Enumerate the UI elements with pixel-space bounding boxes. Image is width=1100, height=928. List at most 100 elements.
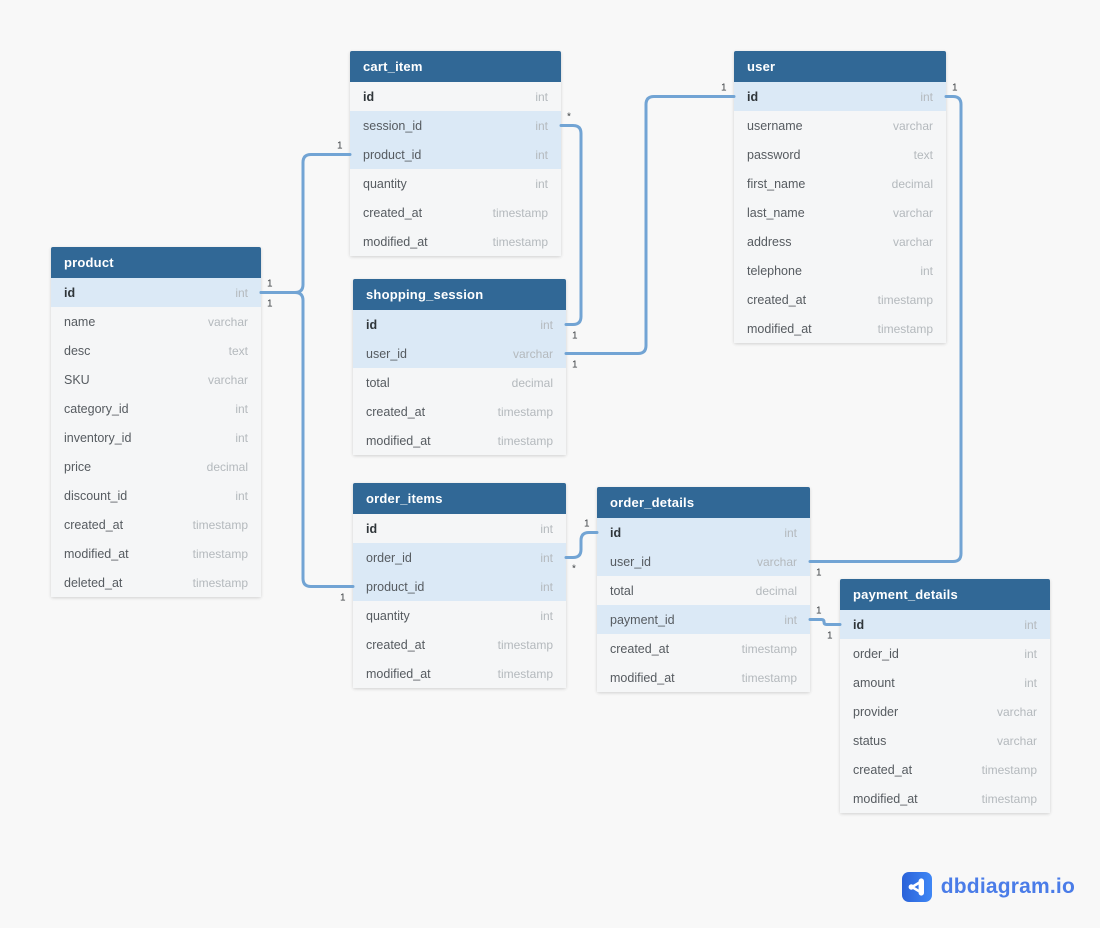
dbdiagram-logo[interactable]: dbdiagram.io: [901, 872, 1075, 902]
field-row-order_details-created_at[interactable]: created_at timestamp: [597, 634, 810, 663]
cardinality-label: *: [572, 564, 576, 575]
field-row-order_items-created_at[interactable]: created_at timestamp: [353, 630, 566, 659]
field-row-shopping_session-id[interactable]: id int: [353, 310, 566, 339]
field-type: int: [235, 430, 248, 445]
field-row-payment_details-created_at[interactable]: created_at timestamp: [840, 755, 1050, 784]
field-name: price: [64, 459, 92, 474]
field-name: total: [610, 583, 634, 598]
field-row-order_items-quantity[interactable]: quantity int: [353, 601, 566, 630]
field-name: first_name: [747, 176, 806, 191]
field-type: text: [228, 343, 248, 358]
table-user[interactable]: user id int username varchar password text firs…: [734, 51, 946, 343]
field-name: id: [366, 521, 378, 536]
field-type: int: [784, 612, 797, 627]
field-type: timestamp: [497, 433, 553, 448]
field-row-order_details-total[interactable]: total decimal: [597, 576, 810, 605]
field-row-user-created_at[interactable]: created_at timestamp: [734, 285, 946, 314]
field-row-product-price[interactable]: price decimal: [51, 452, 261, 481]
field-name: last_name: [747, 205, 805, 220]
field-row-order_items-modified_at[interactable]: modified_at timestamp: [353, 659, 566, 688]
field-row-product-category_id[interactable]: category_id int: [51, 394, 261, 423]
field-row-payment_details-amount[interactable]: amount int: [840, 668, 1050, 697]
field-type: int: [1024, 675, 1037, 690]
field-row-user-modified_at[interactable]: modified_at timestamp: [734, 314, 946, 343]
field-row-product-desc[interactable]: desc text: [51, 336, 261, 365]
field-row-product-modified_at[interactable]: modified_at timestamp: [51, 539, 261, 568]
field-row-product-created_at[interactable]: created_at timestamp: [51, 510, 261, 539]
field-row-cart_item-created_at[interactable]: created_at timestamp: [350, 198, 561, 227]
field-row-product-discount_id[interactable]: discount_id int: [51, 481, 261, 510]
field-row-cart_item-session_id[interactable]: session_id int: [350, 111, 561, 140]
field-type: varchar: [512, 346, 553, 361]
table-cart_item[interactable]: cart_item id int session_id int product_id int…: [350, 51, 561, 256]
relationship-line-order_details-payment_details: [808, 618, 842, 626]
field-row-order_details-payment_id[interactable]: payment_id int: [597, 605, 810, 634]
field-type: timestamp: [192, 575, 248, 590]
table-header-shopping_session[interactable]: shopping_session: [353, 279, 566, 310]
field-row-product-SKU[interactable]: SKU varchar: [51, 365, 261, 394]
field-row-order_items-product_id[interactable]: product_id int: [353, 572, 566, 601]
field-type: timestamp: [877, 321, 933, 336]
field-row-payment_details-id[interactable]: id int: [840, 610, 1050, 639]
dbdiagram-logo-icon: [901, 872, 932, 902]
field-row-user-first_name[interactable]: first_name decimal: [734, 169, 946, 198]
table-payment_details[interactable]: payment_details id int order_id int amount int…: [840, 579, 1050, 813]
field-row-product-name[interactable]: name varchar: [51, 307, 261, 336]
field-type: int: [540, 608, 553, 623]
relationship-line-order_items-order_details: [564, 531, 599, 559]
field-type: int: [235, 488, 248, 503]
field-row-order_items-order_id[interactable]: order_id int: [353, 543, 566, 572]
field-row-shopping_session-total[interactable]: total decimal: [353, 368, 566, 397]
table-shopping_session[interactable]: shopping_session id int user_id varchar total…: [353, 279, 566, 455]
field-row-product-deleted_at[interactable]: deleted_at timestamp: [51, 568, 261, 597]
table-product[interactable]: product id int name varchar desc text SKU varcha…: [51, 247, 261, 597]
field-name: created_at: [363, 205, 423, 220]
field-row-order_details-user_id[interactable]: user_id varchar: [597, 547, 810, 576]
field-name: product_id: [366, 579, 425, 594]
field-type: int: [540, 579, 553, 594]
field-row-payment_details-status[interactable]: status varchar: [840, 726, 1050, 755]
cardinality-label: 1: [267, 279, 273, 290]
table-header-payment_details[interactable]: payment_details: [840, 579, 1050, 610]
table-header-user[interactable]: user: [734, 51, 946, 82]
field-row-user-last_name[interactable]: last_name varchar: [734, 198, 946, 227]
field-row-payment_details-order_id[interactable]: order_id int: [840, 639, 1050, 668]
field-type: int: [1024, 617, 1037, 632]
field-name: total: [366, 375, 390, 390]
field-row-order_items-id[interactable]: id int: [353, 514, 566, 543]
field-name: modified_at: [363, 234, 428, 249]
field-row-product-id[interactable]: id int: [51, 278, 261, 307]
table-header-product[interactable]: product: [51, 247, 261, 278]
field-type: decimal: [206, 459, 248, 474]
field-row-cart_item-quantity[interactable]: quantity int: [350, 169, 561, 198]
field-row-order_details-id[interactable]: id int: [597, 518, 810, 547]
field-row-cart_item-product_id[interactable]: product_id int: [350, 140, 561, 169]
field-row-shopping_session-user_id[interactable]: user_id varchar: [353, 339, 566, 368]
field-row-shopping_session-modified_at[interactable]: modified_at timestamp: [353, 426, 566, 455]
table-order_details[interactable]: order_details id int user_id varchar total dec…: [597, 487, 810, 692]
field-row-user-telephone[interactable]: telephone int: [734, 256, 946, 285]
field-name: created_at: [610, 641, 670, 656]
field-row-payment_details-modified_at[interactable]: modified_at timestamp: [840, 784, 1050, 813]
field-name: category_id: [64, 401, 129, 416]
field-row-cart_item-modified_at[interactable]: modified_at timestamp: [350, 227, 561, 256]
field-name: inventory_id: [64, 430, 132, 445]
field-row-product-inventory_id[interactable]: inventory_id int: [51, 423, 261, 452]
field-type: decimal: [755, 583, 797, 598]
table-header-order_items[interactable]: order_items: [353, 483, 566, 514]
field-row-payment_details-provider[interactable]: provider varchar: [840, 697, 1050, 726]
table-order_items[interactable]: order_items id int order_id int product_id int…: [353, 483, 566, 688]
table-header-cart_item[interactable]: cart_item: [350, 51, 561, 82]
field-row-order_details-modified_at[interactable]: modified_at timestamp: [597, 663, 810, 692]
field-row-user-username[interactable]: username varchar: [734, 111, 946, 140]
field-name: session_id: [363, 118, 423, 133]
field-name: modified_at: [747, 321, 812, 336]
table-header-order_details[interactable]: order_details: [597, 487, 810, 518]
field-row-user-address[interactable]: address varchar: [734, 227, 946, 256]
field-row-user-password[interactable]: password text: [734, 140, 946, 169]
field-row-user-id[interactable]: id int: [734, 82, 946, 111]
field-type: timestamp: [741, 670, 797, 685]
field-row-cart_item-id[interactable]: id int: [350, 82, 561, 111]
field-row-shopping_session-created_at[interactable]: created_at timestamp: [353, 397, 566, 426]
